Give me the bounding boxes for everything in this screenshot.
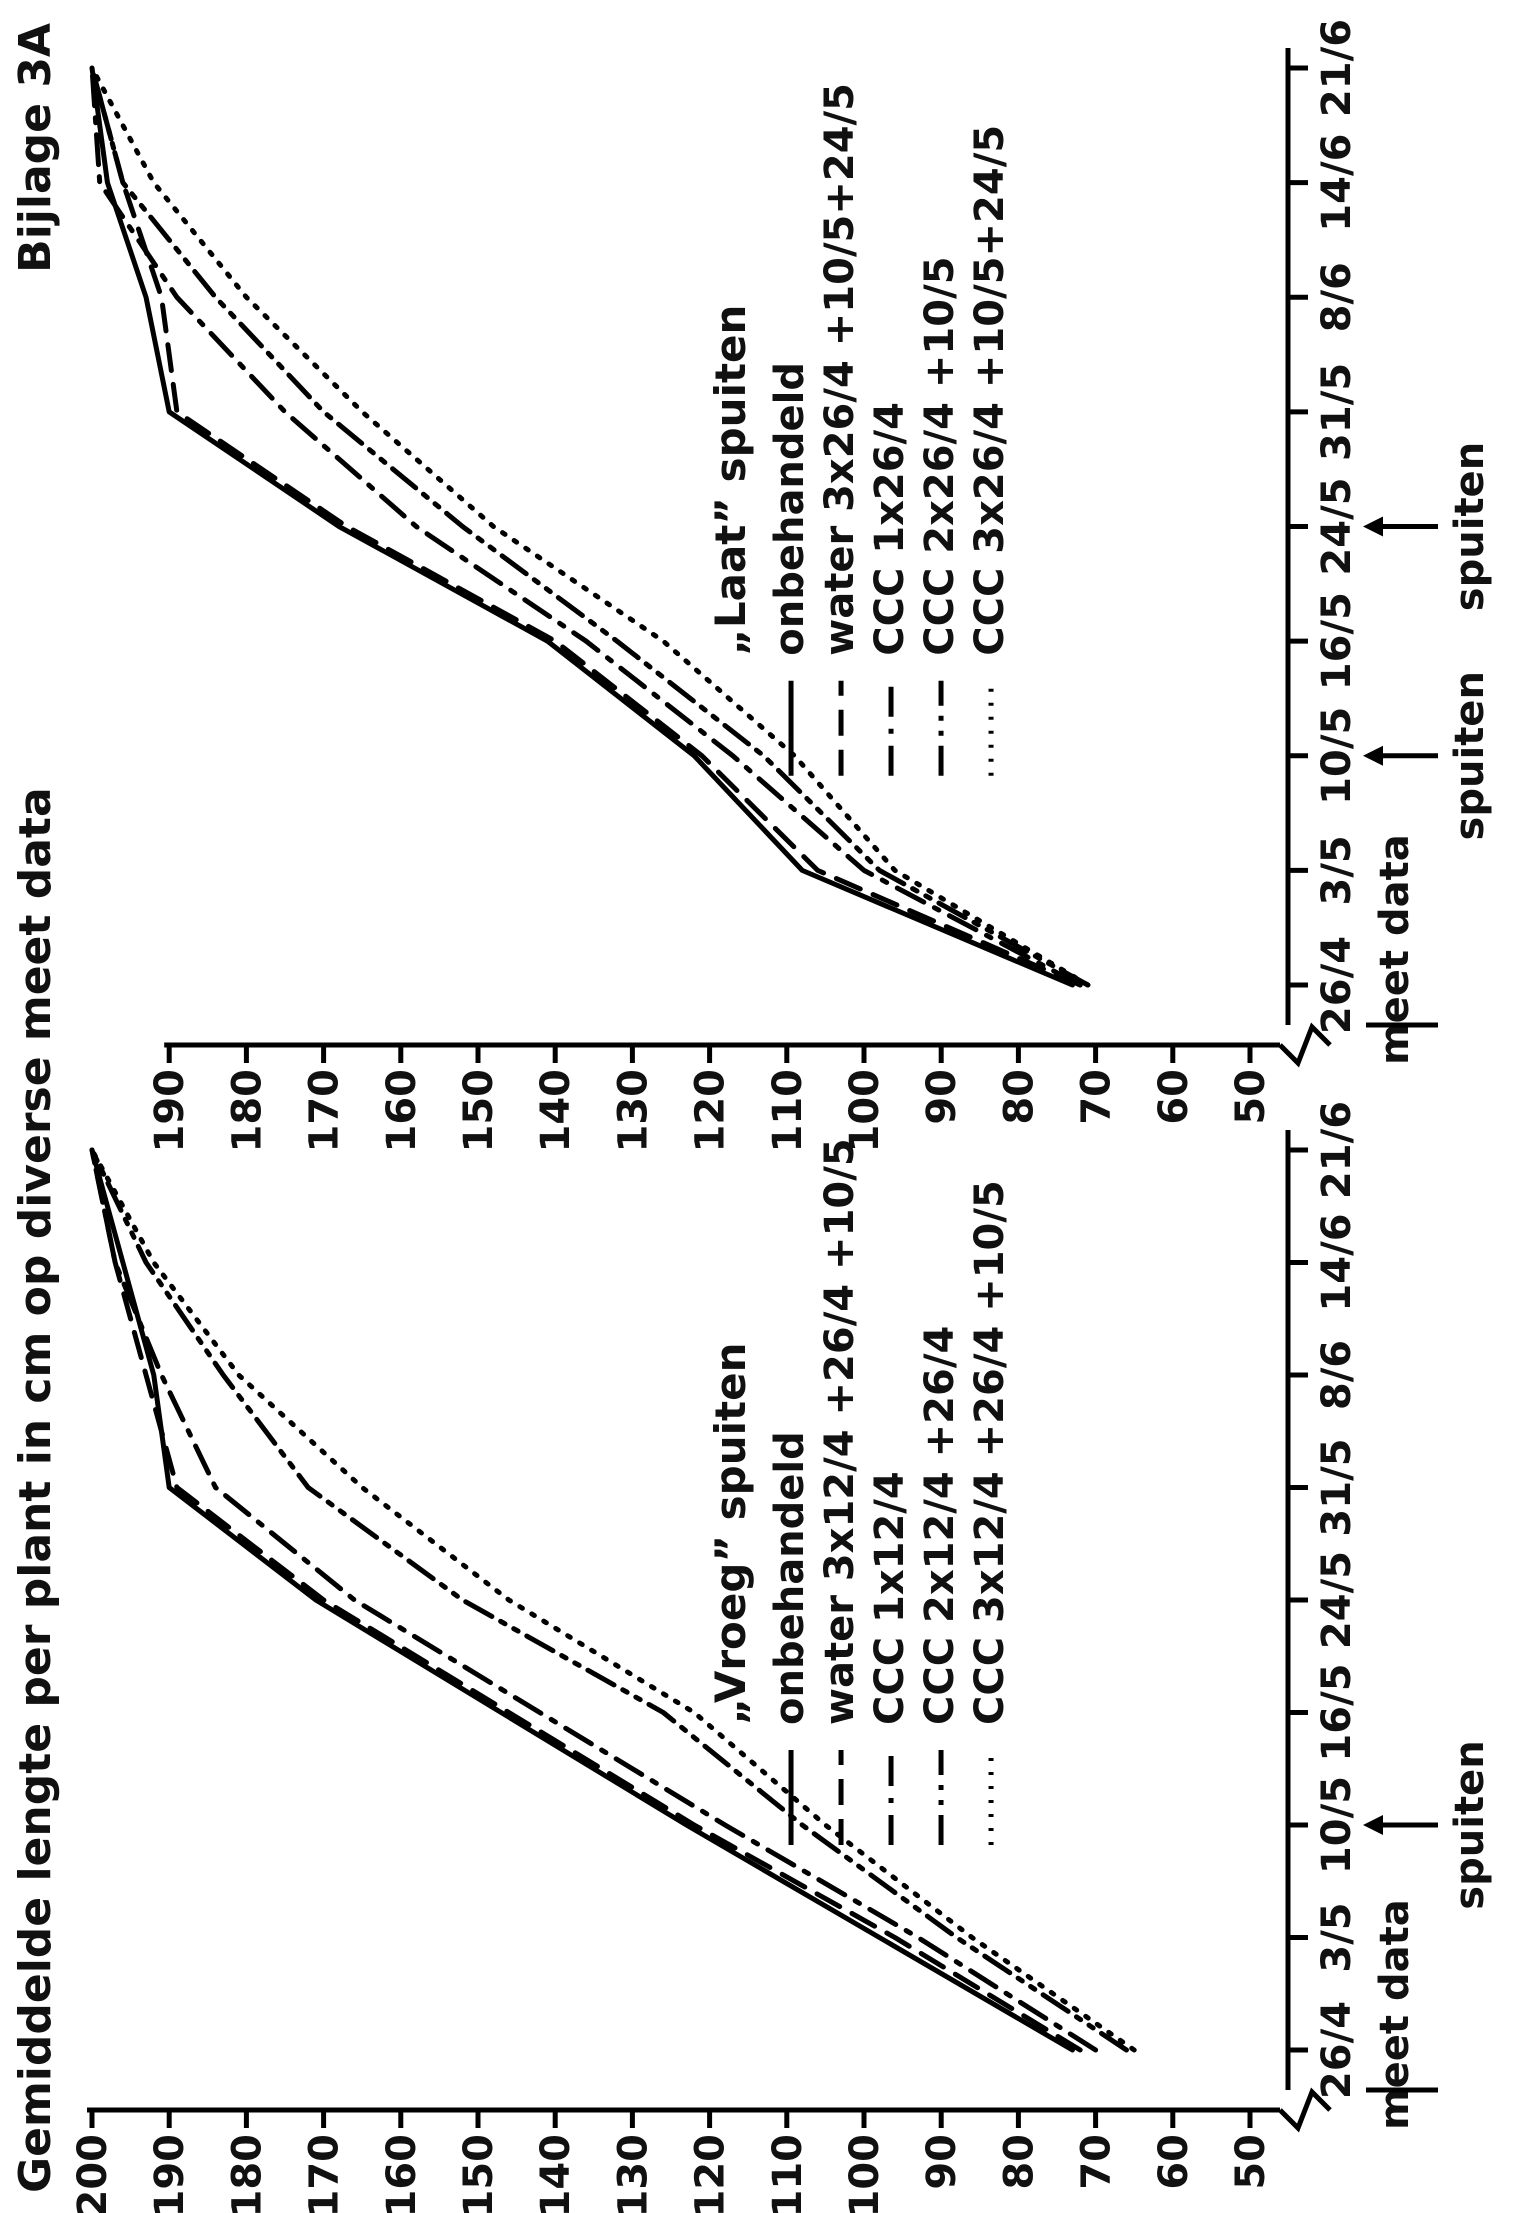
y-tick-label: 170 <box>302 1069 348 1153</box>
x-tick-label: 24/5 <box>1314 477 1360 575</box>
legend-entry: water 3x12/4 +26/4 +10/5 <box>817 1138 863 1725</box>
y-tick-label: 130 <box>610 2134 656 2213</box>
x-axis-title: meet data <box>1372 1899 1418 2130</box>
legend-entry: CCC 3x12/4 +26/4 +10/5 <box>967 1180 1013 1725</box>
x-tick-label: 3/5 <box>1314 1902 1360 1972</box>
y-tick-label: 190 <box>147 2134 193 2213</box>
y-tick-label: 170 <box>302 2134 348 2213</box>
spray-arrowhead <box>1363 1815 1383 1835</box>
title-layer: Gemiddelde lengte per plant in cm op div… <box>10 23 61 2193</box>
spray-label: spuiten <box>1447 442 1493 611</box>
series-line <box>89 65 1083 988</box>
spray-arrowhead <box>1363 745 1383 766</box>
y-tick-label: 80 <box>996 2134 1042 2190</box>
y-tick-label: 130 <box>610 1069 656 1153</box>
series-line <box>89 65 1091 988</box>
x-tick-label: 16/5 <box>1314 1663 1360 1761</box>
spray-arrowhead <box>1363 516 1383 537</box>
legend-entry: CCC 2x12/4 +26/4 <box>917 1326 963 1725</box>
series-line <box>89 1147 1129 2053</box>
x-tick-label: 8/6 <box>1314 1340 1360 1410</box>
x-tick-label: 10/5 <box>1314 707 1360 805</box>
panel-laat: 190 180 170 160 150 140 130 120 110 100 90 80 70 60 50… <box>89 19 1493 1153</box>
legend-entry: CCC 1x12/4 <box>867 1471 913 1725</box>
y-tick-label: 100 <box>842 1069 888 1153</box>
x-tick-label: 31/5 <box>1314 363 1360 461</box>
spray-label: spuiten <box>1447 671 1493 840</box>
x-tick-label: 16/5 <box>1314 592 1360 690</box>
y-tick-label: 60 <box>1151 2134 1197 2190</box>
series-line <box>89 65 1083 988</box>
axis-break-mark <box>1278 2087 1332 2133</box>
legend-entry: CCC 3x26/4 +10/5+24/5 <box>967 125 1013 656</box>
y-tick-label: 140 <box>533 1069 579 1153</box>
y-tick-label: 150 <box>456 2134 502 2213</box>
series-line <box>89 1147 1083 2053</box>
y-tick-label: 200 <box>70 2134 116 2213</box>
y-tick-label: 160 <box>379 1069 425 1153</box>
y-tick-label: 160 <box>379 2134 425 2213</box>
series-line <box>89 1147 1099 2053</box>
x-axis-title: meet data <box>1372 834 1418 1065</box>
spray-label: spuiten <box>1447 1740 1493 1909</box>
x-tick-label: 24/5 <box>1314 1551 1360 1649</box>
legend-entry: onbehandeld <box>767 1431 813 1725</box>
legend-entry: water 3x26/4 +10/5+24/5 <box>817 83 863 656</box>
x-tick-label: 14/6 <box>1314 134 1360 232</box>
x-tick-label: 21/6 <box>1314 19 1360 117</box>
x-tick-label: 8/6 <box>1314 262 1360 332</box>
y-tick-label: 120 <box>688 1069 734 1153</box>
x-tick-label: 3/5 <box>1314 835 1360 905</box>
legend-entry: CCC 2x26/4 +10/5 <box>917 256 963 655</box>
y-tick-label: 120 <box>688 2134 734 2213</box>
y-tick-label: 70 <box>1074 1069 1120 1125</box>
x-tick-label: 26/4 <box>1314 2001 1360 2099</box>
legend-title: „Vroeg” spuiten <box>706 1343 755 1726</box>
legend-title: „Laat” spuiten <box>706 305 755 656</box>
annex-label: Bijlage 3A <box>10 23 61 273</box>
y-tick-label: 50 <box>1228 2134 1274 2190</box>
y-tick-label: 80 <box>996 1069 1042 1125</box>
axis-break-mark <box>1278 1022 1332 1068</box>
y-tick-label: 110 <box>765 1069 811 1153</box>
y-tick-label: 140 <box>533 2134 579 2213</box>
y-tick-label: 190 <box>147 1069 193 1153</box>
y-tick-label: 180 <box>224 2134 270 2213</box>
legend-entry: onbehandeld <box>767 362 813 656</box>
y-tick-label: 50 <box>1228 1069 1274 1125</box>
y-tick-label: 110 <box>765 2134 811 2213</box>
series-line <box>89 1147 1137 2053</box>
series-line <box>89 65 1075 988</box>
y-tick-label: 90 <box>919 1069 965 1125</box>
y-tick-label: 60 <box>1151 1069 1197 1125</box>
panel-vroeg: 200 190 180 170 160 150 140 130 120 110 100 90 80 70 6… <box>70 1101 1493 2213</box>
y-tick-label: 90 <box>919 2134 965 2190</box>
y-tick-label: 100 <box>842 2134 888 2213</box>
legend-entry: CCC 1x26/4 <box>867 402 913 656</box>
y-tick-label: 150 <box>456 1069 502 1153</box>
series-line <box>89 65 1091 988</box>
page-title: Gemiddelde lengte per plant in cm op div… <box>10 787 61 2193</box>
x-tick-label: 26/4 <box>1314 936 1360 1034</box>
x-tick-label: 21/6 <box>1314 1101 1360 1199</box>
y-tick-label: 70 <box>1074 2134 1120 2190</box>
x-tick-label: 14/6 <box>1314 1213 1360 1311</box>
x-tick-label: 10/5 <box>1314 1776 1360 1874</box>
y-tick-label: 180 <box>224 1069 270 1153</box>
x-tick-label: 31/5 <box>1314 1438 1360 1536</box>
